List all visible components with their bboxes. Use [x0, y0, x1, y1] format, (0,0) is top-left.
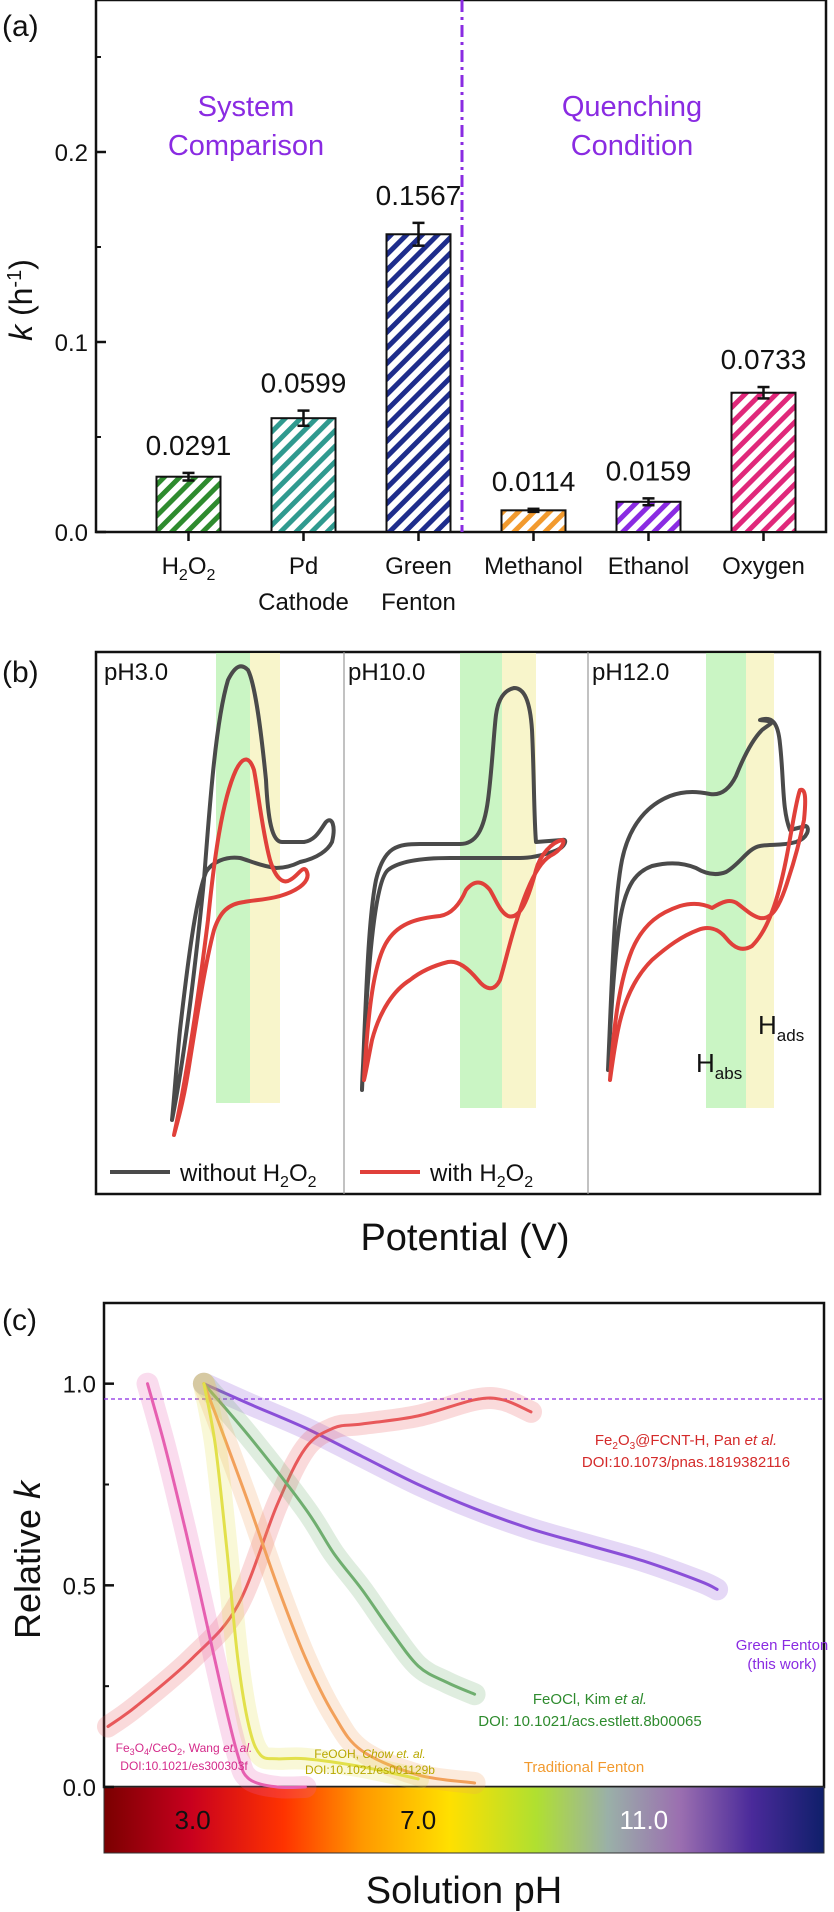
x-tick-label-green-fenton-1: Fenton — [381, 589, 456, 616]
series-label-kim-doi: DOI: 10.1021/acs.estlett.8b00065 — [478, 1713, 701, 1730]
x-tick-label-ethanol-0: Ethanol — [608, 553, 689, 580]
legend-text-with-h2o2: with H2O2 — [429, 1160, 533, 1191]
panel-a-y-axis: 0.0 0.1 0.2 — [55, 56, 106, 547]
series-line-fe2o3-fcnt-h-pan-et-al — [106, 1396, 533, 1728]
value-label-ethanol: 0.0159 — [606, 455, 692, 486]
x-tick-label-h2o2-0: H2O2 — [162, 553, 216, 584]
y-label-relative: Relative — [7, 1499, 48, 1639]
series-line-fe3o4-ceo2-wang-et-al — [146, 1382, 307, 1790]
panel-a-y-axis-label: k (h-1) — [3, 259, 39, 341]
c-y-tick-label-2: 1.0 — [63, 1372, 96, 1399]
x-tick-label-methanol-0: Methanol — [484, 553, 583, 580]
panel-c-x-axis-label: Solution pH — [366, 1870, 562, 1912]
legend-text-without-h2o2: without H2O2 — [179, 1160, 317, 1191]
series-line-green-fenton-this-work — [202, 1382, 719, 1591]
region-hads-ph12 — [746, 653, 774, 1108]
x-tick-label-pd-cathode-0: Pd — [289, 553, 318, 580]
bar-h2o2 — [155, 475, 222, 533]
series-label-green-fenton-1: Green Fenton — [736, 1637, 829, 1654]
series-label-chow-doi: DOI:10.1021/es001129b — [305, 1763, 435, 1777]
colorbar-ticks: 3.0 7.0 11.0 — [175, 1805, 669, 1835]
cv-curve-ph10-with-h2o2 — [362, 838, 566, 1082]
c-y-tick-label-1: 0.5 — [63, 1573, 96, 1600]
panel-b-frame — [94, 650, 822, 1196]
y-label-unit-close: ) — [3, 259, 39, 270]
series-line-feooh-chow-et-al — [202, 1382, 420, 1781]
group-label-quench-line2: Condition — [571, 130, 694, 162]
value-label-oxygen: 0.0733 — [721, 344, 807, 375]
series-label-kim: FeOCl, Kim et al. — [533, 1691, 647, 1708]
panel-a: (a) System Comparison Quenching Conditio… — [2, 0, 828, 616]
y-tick-label-1: 0.1 — [55, 330, 88, 357]
panel-a-label: (a) — [2, 10, 39, 43]
region-hads-ph3 — [250, 653, 280, 1103]
series-label-chow: FeOOH, Chow et. al. — [314, 1747, 425, 1761]
x-tick-label-oxygen-0: Oxygen — [722, 553, 805, 580]
colorbar-tick-1: 7.0 — [400, 1805, 436, 1835]
y-tick-label-0: 0.0 — [55, 520, 88, 547]
x-tick-label-green-fenton-0: Green — [385, 553, 452, 580]
value-label-pd-cathode: 0.0599 — [261, 368, 347, 399]
cv-curve-ph12-with-h2o2 — [608, 787, 808, 1082]
hads-subscript: ads — [777, 1026, 804, 1045]
panel-c-series — [97, 1372, 729, 1799]
group-label-system-line2: Comparison — [168, 130, 324, 162]
subpanel-label-ph12: pH12.0 — [592, 659, 669, 686]
subpanel-label-ph10: pH10.0 — [348, 659, 425, 686]
subpanel-label-ph3: pH3.0 — [104, 659, 168, 686]
region-habs-ph3 — [216, 653, 250, 1103]
colorbar-tick-2: 11.0 — [619, 1805, 668, 1835]
cv-curve-ph3-without-h2o2 — [170, 664, 336, 1122]
y-label-unit-open: (h — [3, 288, 39, 325]
cv-curve-ph3-with-h2o2 — [172, 757, 310, 1137]
y-label-k: k — [3, 323, 39, 341]
value-label-green-fenton: 0.1567 — [376, 180, 462, 211]
c-y-tick-label-0: 0.0 — [63, 1775, 96, 1802]
panel-c-y-axis: 0.0 0.5 1.0 — [63, 1372, 114, 1802]
y-label-k-italic: k — [7, 1479, 48, 1499]
value-label-methanol: 0.0114 — [492, 466, 576, 497]
bar-green-fenton — [385, 233, 452, 534]
panel-b-x-axis-label: Potential (V) — [360, 1217, 569, 1259]
panel-a-bars: 0.0291 0.0599 0.1567 0.0114 0.0159 0.0733 — [146, 180, 807, 534]
series-label-wang-doi: DOI:10.1021/es300303f — [120, 1759, 248, 1773]
series-label-pan: Fe2O3@FCNT-H, Pan et al. — [595, 1432, 777, 1452]
y-label-unit-sup: -1 — [4, 270, 26, 288]
group-label-system-line1: System — [198, 91, 295, 123]
colorbar-tick-0: 3.0 — [175, 1805, 211, 1835]
panel-b: (b) pH3.0 pH10.0 pH12.0 Habs Hads withou… — [2, 650, 822, 1259]
habs-subscript: abs — [715, 1064, 742, 1083]
panel-c-y-axis-label: Relative k — [7, 1479, 48, 1639]
series-line-traditional-fenton — [202, 1382, 477, 1785]
group-label-quench-line1: Quenching — [562, 91, 702, 123]
series-line-feocl-kim-et-al — [202, 1382, 477, 1696]
cv-curve-ph12-without-h2o2 — [606, 716, 810, 1072]
series-label-wang: Fe3O4/CeO2, Wang et. al. — [116, 1741, 253, 1757]
bar-pd-cathode — [270, 417, 337, 533]
panel-c-label: (c) — [2, 1304, 37, 1337]
cv-curve-ph10-without-h2o2 — [360, 686, 568, 1092]
panel-a-x-labels: H2O2 Pd Cathode Green Fenton Methanol Ethanol O… — [162, 532, 805, 616]
series-label-green-fenton-2: (this work) — [747, 1656, 816, 1673]
x-tick-label-pd-cathode-1: Cathode — [258, 589, 349, 616]
bar-oxygen — [730, 391, 797, 534]
panel-b-label: (b) — [2, 656, 39, 689]
region-label-hads: Hads — [758, 1010, 804, 1045]
bar-methanol — [500, 509, 567, 533]
series-label-pan-doi: DOI:10.1073/pnas.1819382116 — [582, 1454, 790, 1471]
y-tick-label-2: 0.2 — [55, 140, 88, 167]
region-habs-ph12 — [706, 653, 746, 1108]
series-label-traditional: Traditional Fenton — [524, 1759, 644, 1776]
value-label-h2o2: 0.0291 — [146, 430, 232, 461]
panel-c: (c) 0.0 0.5 1.0 3.0 7.0 11.0 Green Fenton (t… — [2, 1301, 829, 1912]
ph-colorbar — [103, 1786, 825, 1854]
